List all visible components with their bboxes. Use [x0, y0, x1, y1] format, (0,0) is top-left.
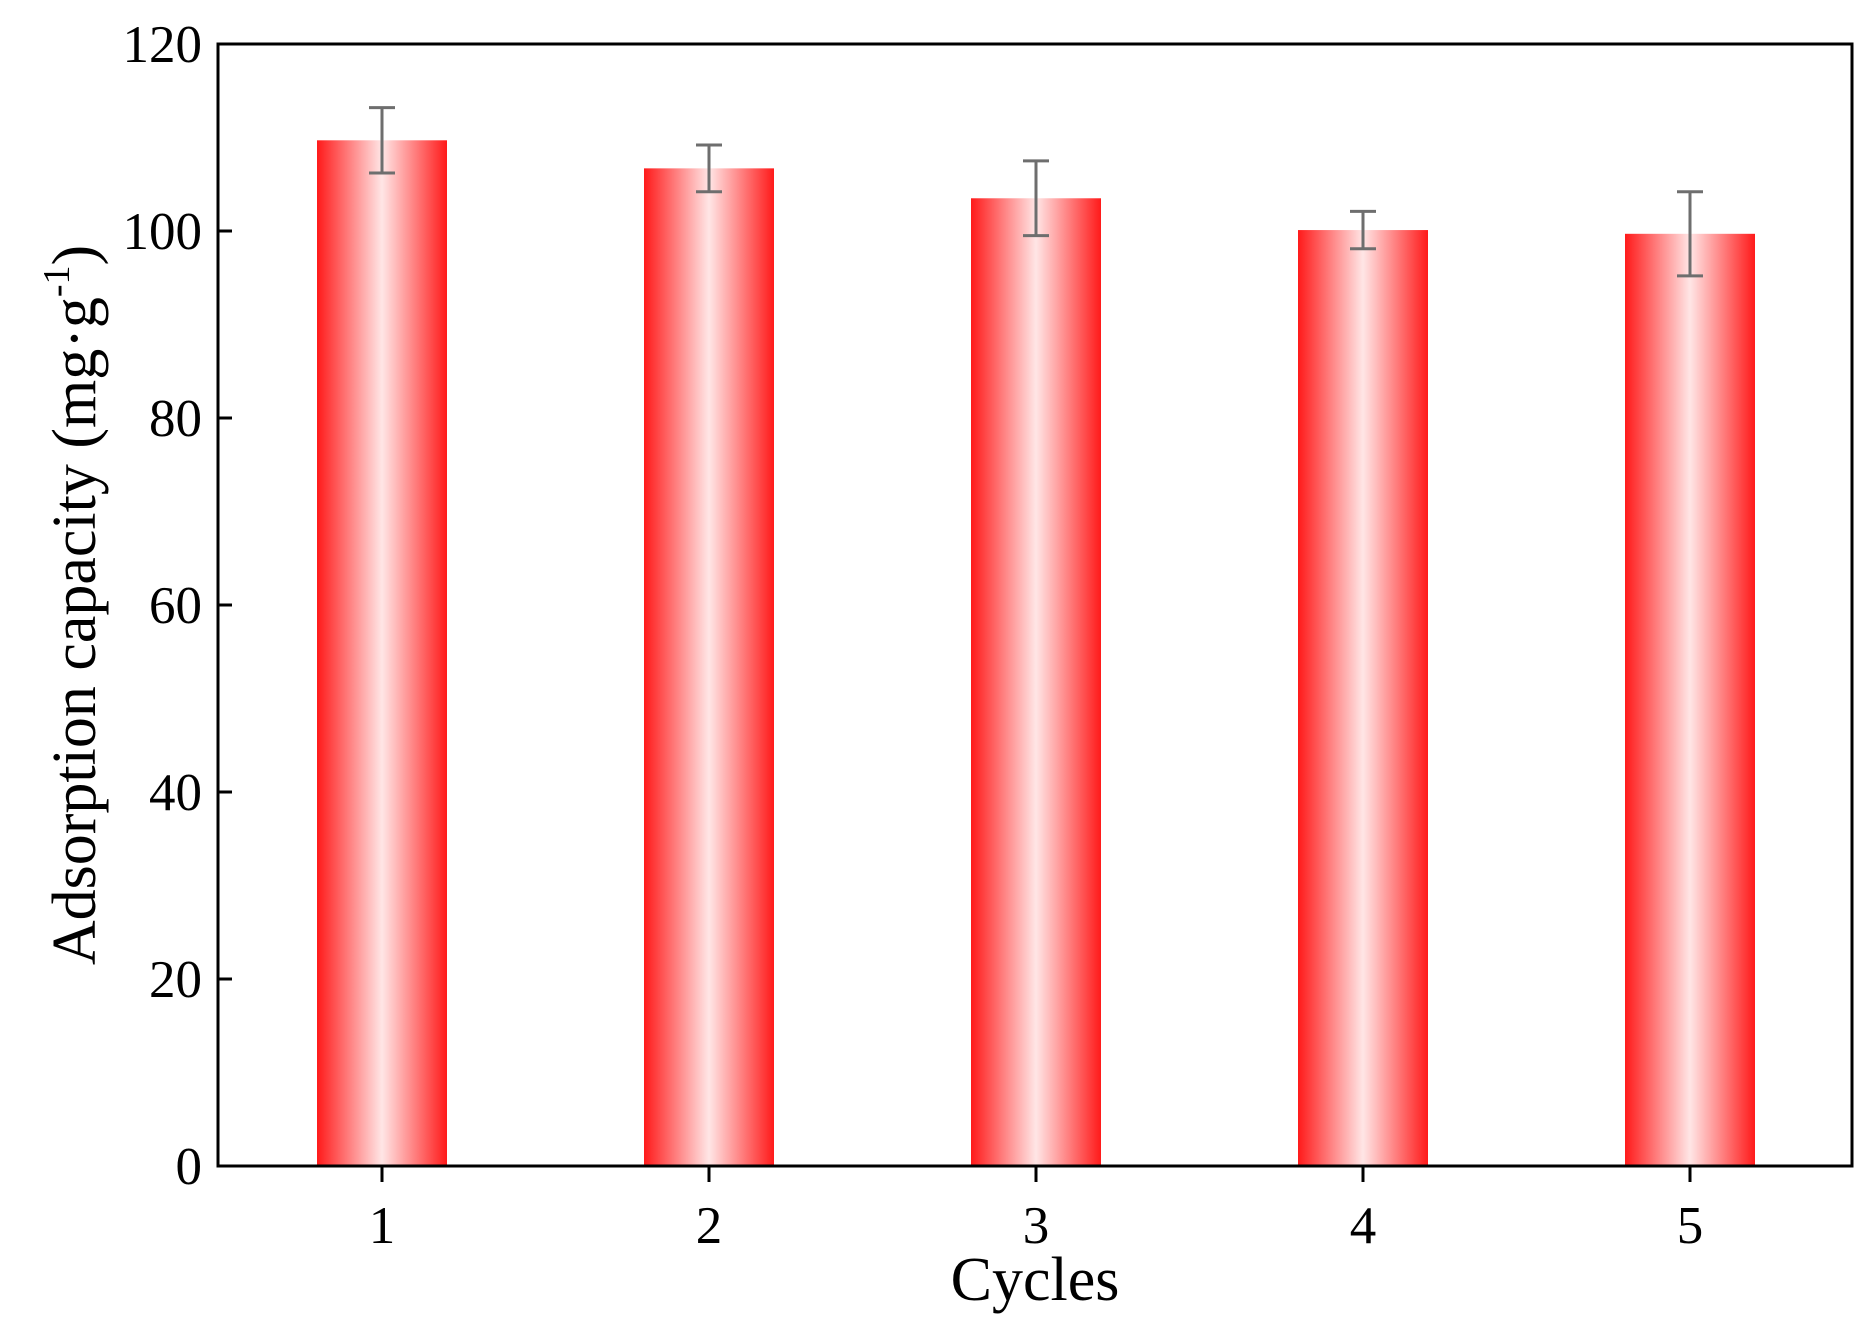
error-bar-cycle-1 — [369, 106, 395, 175]
y-tick-label: 0 — [176, 1138, 203, 1196]
error-bar-cycle-4 — [1350, 209, 1376, 251]
x-tick-label: 3 — [1023, 1197, 1050, 1255]
y-axis-title: Adsorption capacity (mg·g-1) — [36, 245, 109, 965]
error-bar-cycle-2 — [696, 143, 722, 194]
y-axis-title-main: Adsorption capacity (mg·g — [41, 297, 109, 965]
bar-cycle-3 — [971, 198, 1101, 1166]
bar-cycle-2 — [644, 168, 774, 1167]
bar-cycle-4 — [1298, 230, 1428, 1166]
y-tick-label: 20 — [149, 951, 202, 1009]
x-axis-title: Cycles — [951, 1246, 1120, 1314]
x-axis: 1 2 3 4 5 — [369, 1166, 1704, 1255]
error-bar-cycle-5 — [1677, 190, 1703, 278]
x-tick-label: 2 — [696, 1197, 723, 1255]
error-bars-layer — [369, 106, 1703, 278]
error-bar-cycle-3 — [1023, 159, 1049, 238]
y-tick-label: 120 — [123, 16, 203, 74]
bar-cycle-5 — [1625, 233, 1755, 1166]
y-tick-label: 40 — [149, 764, 202, 822]
y-axis-title-close: ) — [41, 245, 109, 266]
y-tick-label: 100 — [123, 203, 203, 261]
x-tick-label: 5 — [1677, 1197, 1704, 1255]
y-axis-title-superscript: -1 — [36, 265, 78, 297]
y-tick-label: 60 — [149, 577, 202, 635]
bars-layer — [317, 140, 1755, 1167]
bar-cycle-1 — [317, 140, 447, 1167]
y-tick-label: 80 — [149, 390, 202, 448]
x-tick-label: 1 — [369, 1197, 396, 1255]
x-tick-label: 4 — [1350, 1197, 1377, 1255]
y-axis: 0 20 40 60 80 100 120 — [123, 16, 232, 1196]
